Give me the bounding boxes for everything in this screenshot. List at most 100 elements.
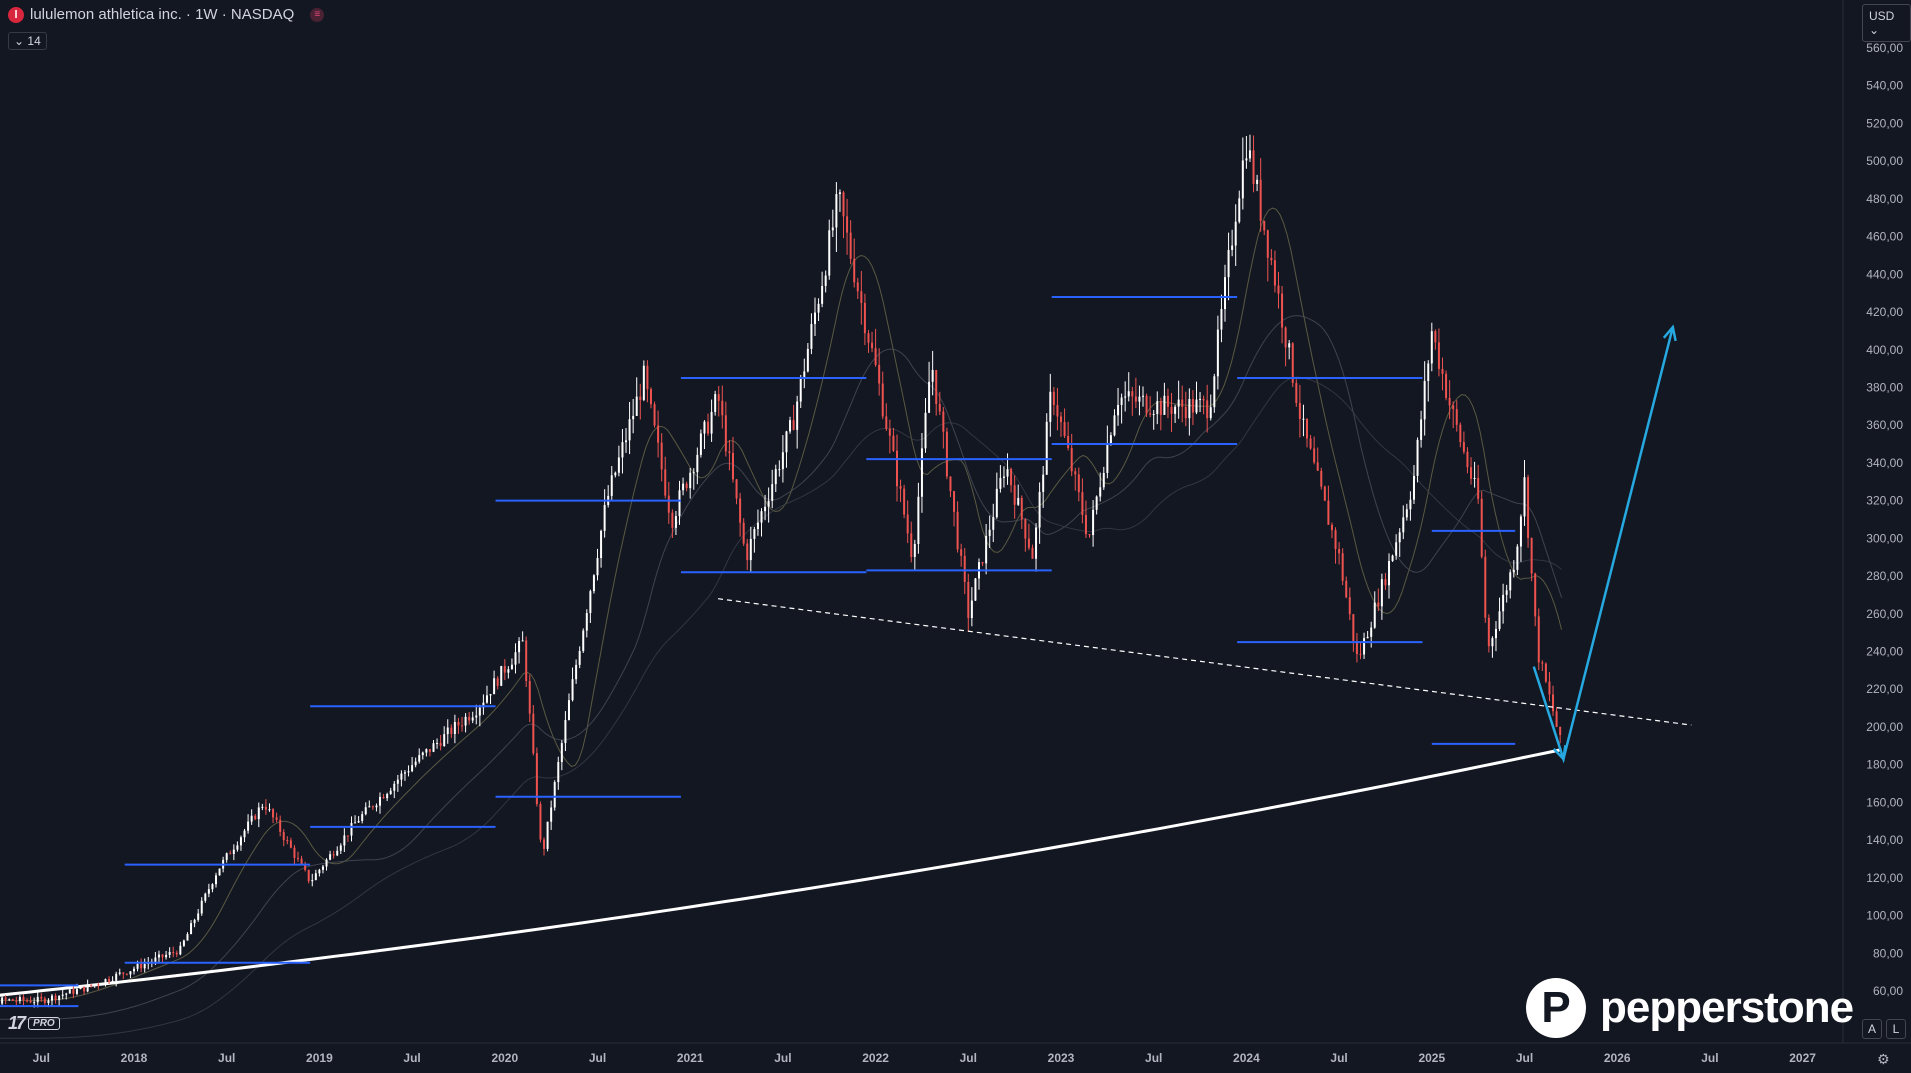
candle-body <box>935 370 938 405</box>
price-tick-label: 540,00 <box>1866 79 1903 93</box>
candle-body <box>1341 553 1344 581</box>
candle-body <box>567 700 570 720</box>
time-tick-label: Jul <box>774 1051 791 1065</box>
candle-body <box>992 517 995 530</box>
candle-body <box>1423 380 1426 420</box>
candle-body <box>760 511 763 523</box>
candle-body <box>1473 477 1476 479</box>
projection-up-arrowhead <box>1662 324 1677 342</box>
candle-body <box>197 913 200 920</box>
candle-body <box>1266 230 1269 258</box>
candle-body <box>11 999 14 1001</box>
more-options-icon[interactable]: ≡ <box>310 7 325 22</box>
price-tick-label: 240,00 <box>1866 645 1903 659</box>
candle-body <box>1384 579 1387 586</box>
candle-body <box>329 854 332 860</box>
candle-body <box>1366 636 1369 639</box>
candle-body <box>1002 476 1005 478</box>
candle-body <box>239 837 242 846</box>
candle-body <box>806 348 809 372</box>
time-tick-label: 2024 <box>1233 1051 1260 1065</box>
candle-body <box>731 453 734 480</box>
candle-body <box>354 822 357 824</box>
candle-body <box>1042 474 1045 492</box>
candle-body <box>446 727 449 735</box>
price-tick-label: 80,00 <box>1873 946 1903 960</box>
gear-icon[interactable]: ⚙ <box>1877 1051 1890 1067</box>
candle-body <box>93 984 96 986</box>
price-tick-label: 300,00 <box>1866 531 1903 545</box>
candle-body <box>418 755 421 762</box>
candle-body <box>1348 597 1351 615</box>
candle-body <box>407 771 410 773</box>
log-scale-button[interactable]: L <box>1886 1019 1906 1039</box>
candle-body <box>1448 397 1451 406</box>
indicators-toggle[interactable]: ⌄ 14 <box>8 32 47 50</box>
candle-body <box>649 389 652 405</box>
candle-body <box>1145 395 1148 414</box>
candle-body <box>710 411 713 434</box>
pro-badge: PRO <box>28 1017 60 1030</box>
candle-body <box>1117 404 1120 416</box>
candle-body <box>1156 401 1159 415</box>
candle-body <box>68 989 71 994</box>
candle-body <box>1027 538 1030 548</box>
time-tick-label: Jul <box>403 1051 420 1065</box>
candle-body <box>1391 555 1394 562</box>
candle-body <box>485 695 488 703</box>
candle-body <box>749 538 752 561</box>
candle-body <box>1270 257 1273 261</box>
currency-selector[interactable]: USD ⌄ <box>1862 4 1911 42</box>
candle-body <box>792 420 795 430</box>
price-tick-label: 100,00 <box>1866 909 1903 923</box>
candle-body <box>938 404 941 412</box>
candle-body <box>1067 435 1070 448</box>
candle-body <box>831 227 834 231</box>
candle-body <box>1006 469 1009 477</box>
candle-body <box>428 749 431 752</box>
price-tick-label: 480,00 <box>1866 192 1903 206</box>
candle-body <box>254 815 257 820</box>
candle-body <box>1405 509 1408 518</box>
candle-body <box>1398 532 1401 543</box>
candle-body <box>774 469 777 485</box>
candle-body <box>735 479 738 499</box>
candle-body <box>257 807 260 820</box>
candle-body <box>489 694 492 696</box>
candle-body <box>154 957 157 962</box>
candle-body <box>895 450 898 487</box>
candle-body <box>425 749 428 753</box>
candle-body <box>1323 486 1326 501</box>
candle-body <box>182 940 185 946</box>
candle-body <box>525 640 528 682</box>
candle-body <box>981 562 984 564</box>
candle-body <box>617 457 620 473</box>
candle-body <box>835 194 838 228</box>
tradingview-badge[interactable]: 17 PRO <box>8 1013 60 1034</box>
candle-body <box>122 972 125 974</box>
price-tick-label: 400,00 <box>1866 343 1903 357</box>
candle-body <box>493 678 496 695</box>
candle-body <box>960 549 963 556</box>
candle-body <box>29 1000 32 1003</box>
candle-body <box>1291 343 1294 383</box>
auto-scale-button[interactable]: A <box>1862 1019 1882 1039</box>
candle-body <box>136 963 139 969</box>
candle-body <box>1502 594 1505 612</box>
candle-body <box>439 742 442 746</box>
price-tick-label: 280,00 <box>1866 569 1903 583</box>
candle-body <box>571 679 574 701</box>
candle-body <box>1174 406 1177 414</box>
ma-mid-line <box>0 315 1563 1020</box>
time-tick-label: Jul <box>589 1051 606 1065</box>
pepperstone-watermark: P pepperstone <box>1526 978 1854 1038</box>
candle-body <box>1074 471 1077 475</box>
candle-body <box>361 814 364 821</box>
candle-body <box>860 291 863 303</box>
candle-body <box>1024 519 1027 539</box>
candle-body <box>1480 498 1483 557</box>
candle-body <box>1102 472 1105 488</box>
symbol-legend[interactable]: l lululemon athletica inc. · 1W · NASDAQ… <box>8 6 325 23</box>
